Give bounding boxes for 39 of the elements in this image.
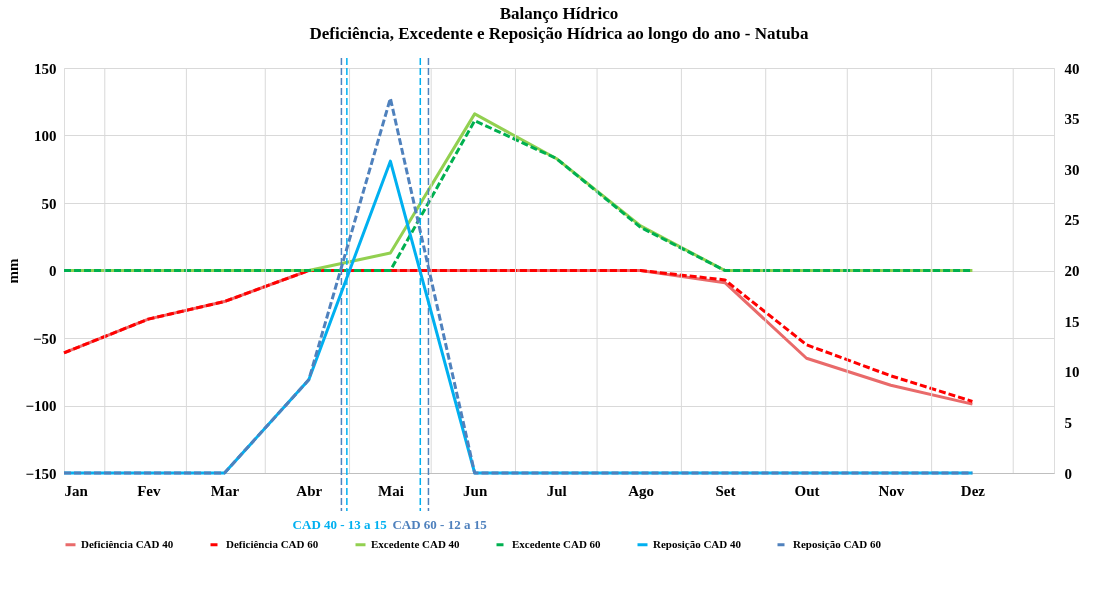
legend-label: Excedente CAD 60 <box>512 537 602 550</box>
y-tick-label: −150 <box>25 465 57 482</box>
y2-tick-label: 40 <box>1064 60 1080 77</box>
y2-tick-label: 0 <box>1064 465 1072 482</box>
y2-tick-label: 35 <box>1064 111 1080 128</box>
x-tick-label: Ago <box>628 482 655 499</box>
x-tick-label: Dez <box>960 482 986 499</box>
x-tick-label: Abr <box>296 482 323 499</box>
x-tick-label: Mar <box>210 482 240 499</box>
y-tick-label: 50 <box>41 195 57 212</box>
y-tick-label: 150 <box>34 60 57 77</box>
y-axis-title: mm <box>5 258 22 284</box>
y2-tick-label: 5 <box>1064 414 1072 431</box>
y-tick-label: −50 <box>32 330 57 347</box>
x-tick-label: Jan <box>64 482 89 499</box>
x-tick-label: Mai <box>377 482 404 499</box>
y-tick-label: 0 <box>49 263 57 279</box>
legend-label: Deficiência CAD 40 <box>81 537 174 550</box>
y2-tick-label: 10 <box>1064 364 1080 381</box>
x-tick-label: Jun <box>463 482 488 499</box>
y2-tick-label: 25 <box>1064 212 1080 229</box>
chart-subtitle: Deficiência, Excedente e Reposição Hídrica ao longo do ano - Natuba <box>309 24 810 44</box>
chart-title: Balanço Hídrico <box>499 4 619 24</box>
x-tick-label: Set <box>715 482 736 499</box>
x-tick-label: Nov <box>878 482 905 499</box>
y-tick-label: −100 <box>25 398 57 414</box>
y2-tick-label: 30 <box>1064 161 1080 178</box>
y2-tick-label: 15 <box>1064 313 1080 330</box>
x-tick-label: Jul <box>546 482 567 499</box>
ref-line-label: CAD 60 - 12 a 15 <box>392 517 488 532</box>
legend-label: Reposição CAD 60 <box>793 537 882 550</box>
x-tick-label: Fev <box>137 482 161 499</box>
legend-label: Deficiência CAD 60 <box>226 537 319 550</box>
legend-label: Reposição CAD 40 <box>653 537 742 550</box>
legend-label: Excedente CAD 40 <box>371 537 461 550</box>
ref-line-label: CAD 40 - 13 a 15 <box>292 517 388 532</box>
x-tick-label: Out <box>794 482 820 499</box>
y2-tick-label: 20 <box>1064 263 1080 279</box>
y-tick-label: 100 <box>34 128 57 144</box>
